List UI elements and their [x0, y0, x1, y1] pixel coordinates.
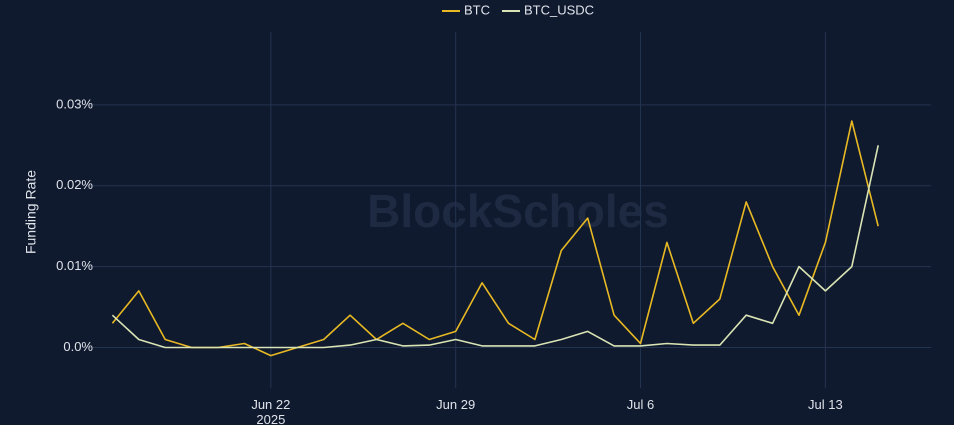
x-tick-label: Jun 22 2025: [251, 397, 291, 425]
legend-item: BTC_USDC: [502, 2, 594, 17]
series-line: [111, 145, 879, 349]
legend-label: BTC_USDC: [524, 2, 594, 17]
y-tick-label: 0.0%: [63, 339, 93, 354]
legend-label: BTC: [464, 2, 490, 17]
series-line: [111, 120, 879, 357]
watermark: BlockScholes: [367, 185, 669, 237]
legend-item: BTC: [442, 2, 490, 17]
y-tick-label: 0.01%: [56, 258, 93, 273]
x-tick-label: Jul 13: [808, 397, 843, 412]
y-tick-label: 0.02%: [56, 177, 93, 192]
x-tick-label: Jul 6: [626, 397, 655, 412]
y-axis-title: Funding Rate: [23, 170, 39, 254]
x-tick-label: Jun 29: [436, 397, 476, 412]
y-tick-label: 0.03%: [56, 96, 93, 111]
